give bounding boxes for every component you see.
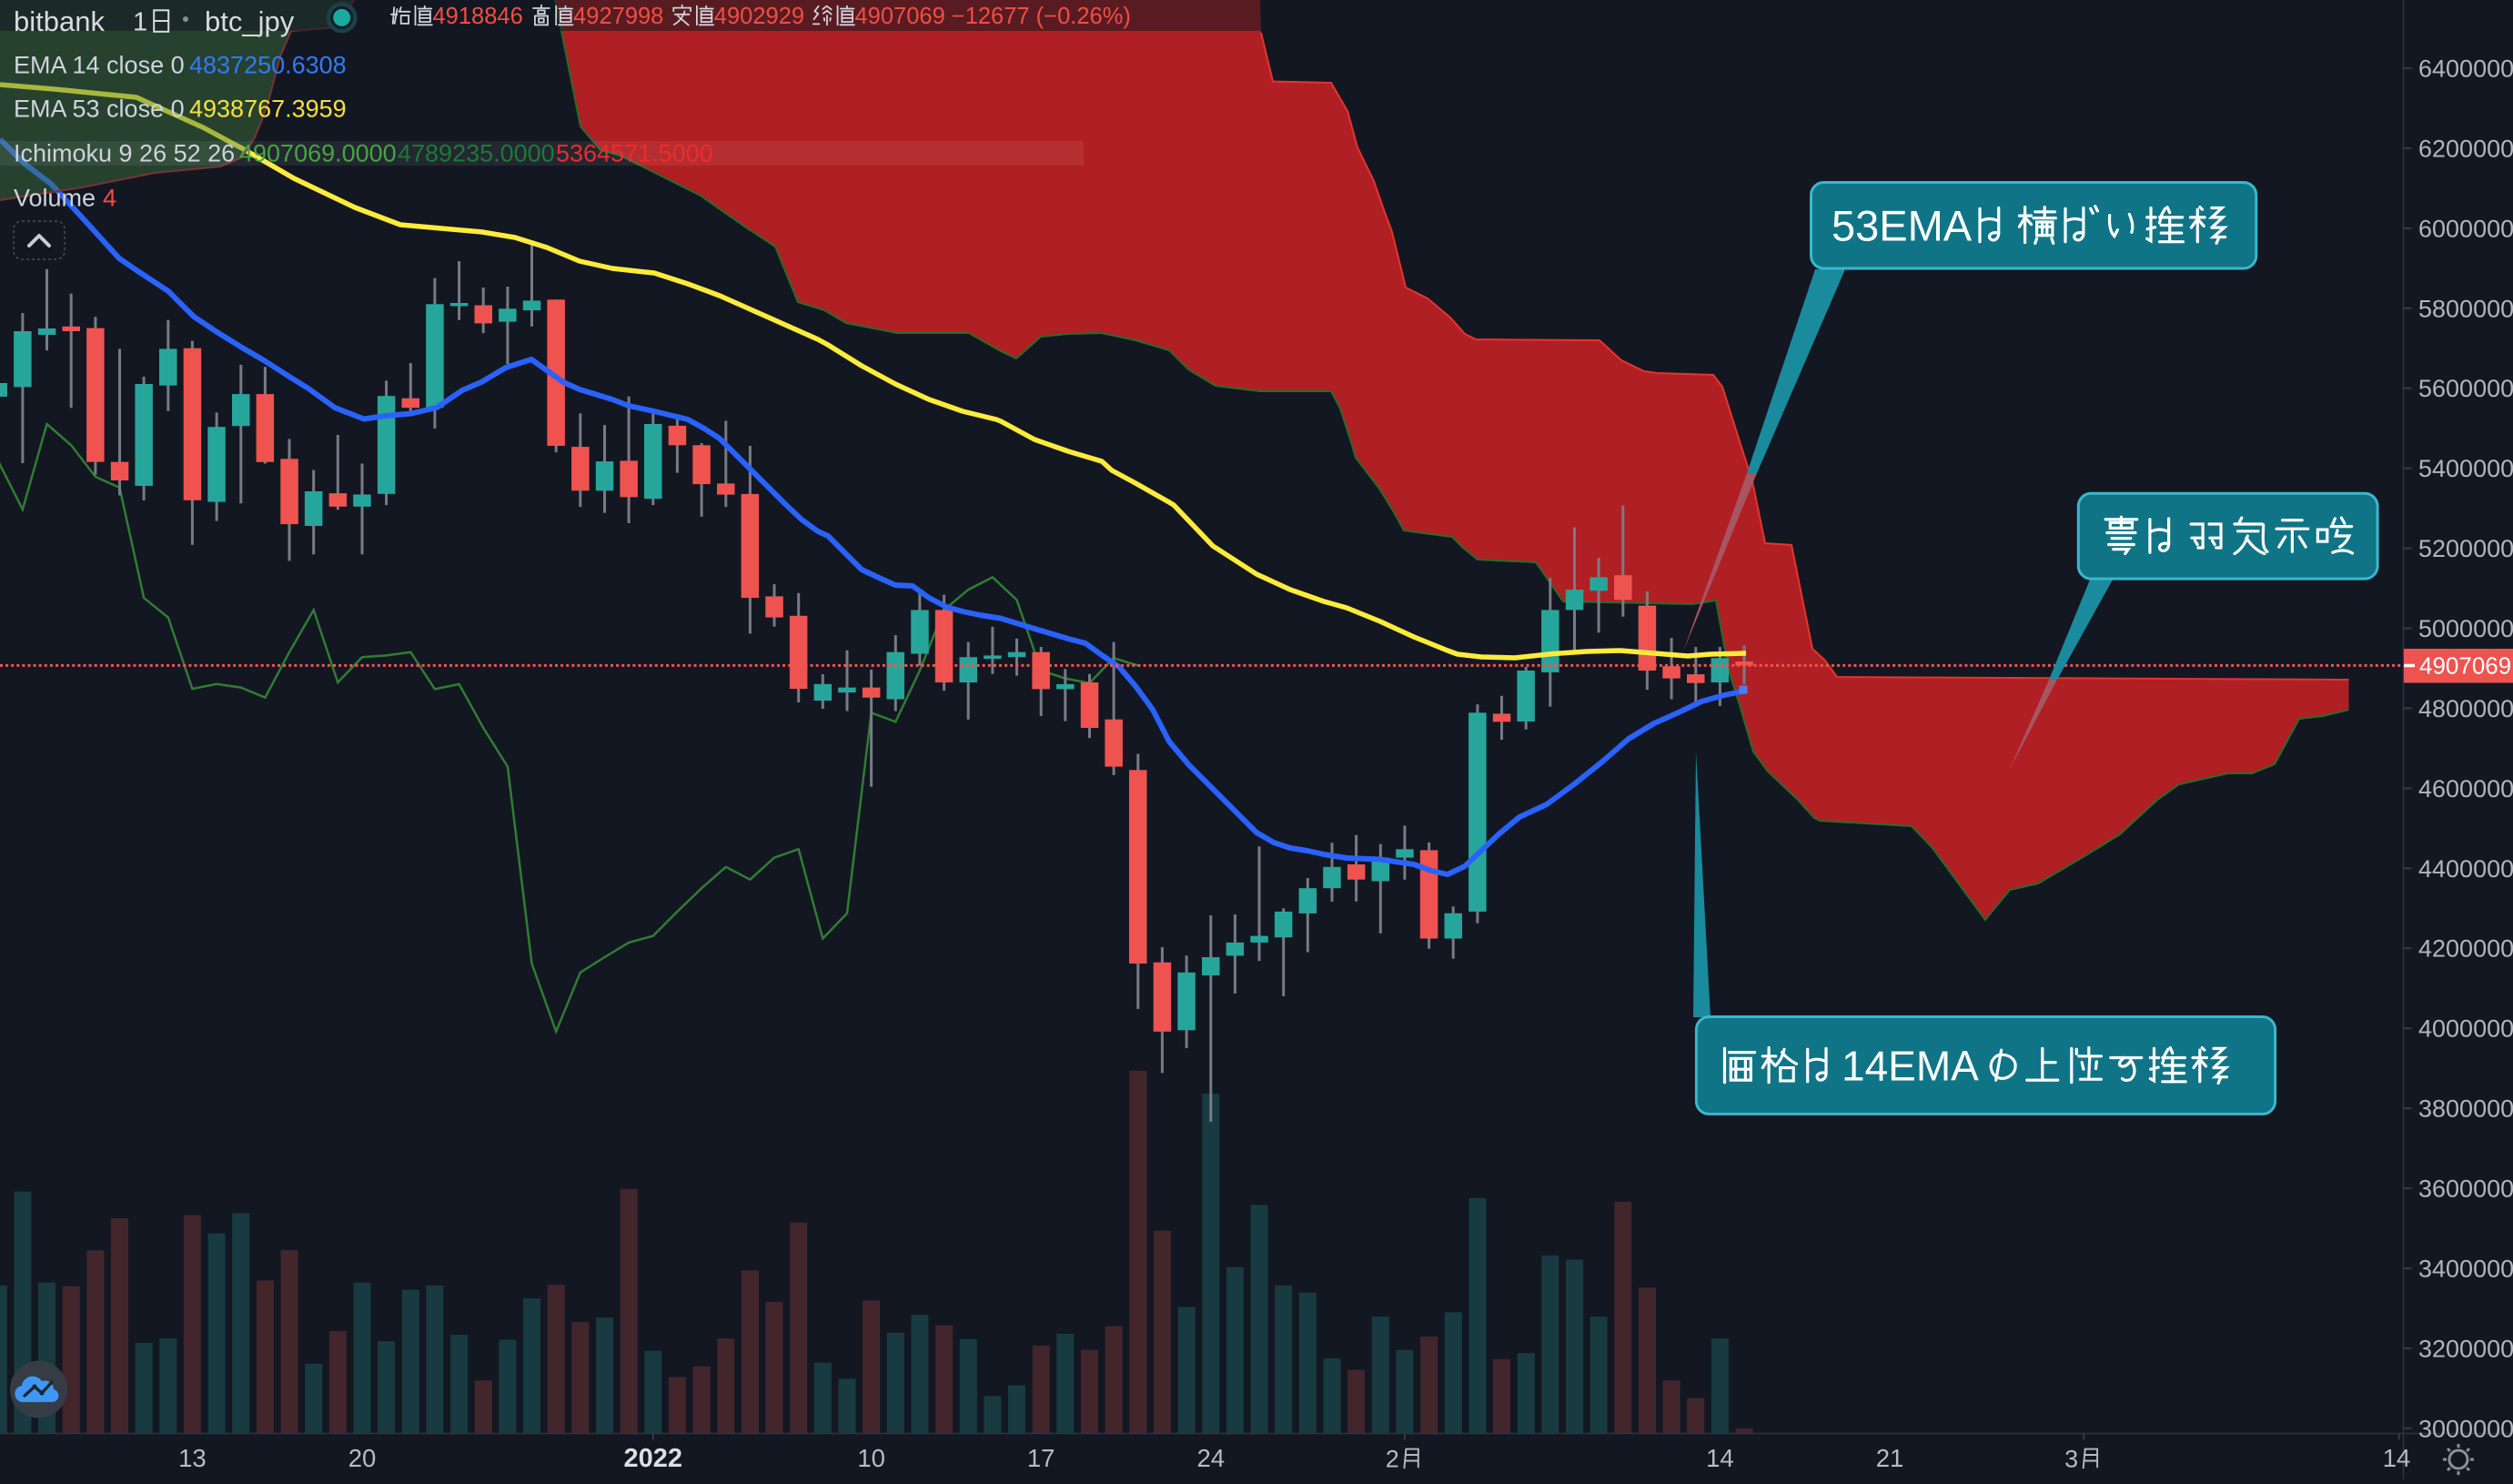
svg-text:btc_jpy: btc_jpy <box>205 5 295 37</box>
svg-text:21: 21 <box>1876 1444 1904 1472</box>
svg-text:24: 24 <box>1197 1444 1226 1472</box>
svg-text:4: 4 <box>103 185 116 212</box>
svg-text:17: 17 <box>1027 1444 1055 1472</box>
svg-text:20: 20 <box>348 1444 377 1472</box>
svg-text:4000000: 4000000 <box>2418 1015 2513 1043</box>
svg-text:10: 10 <box>857 1444 885 1472</box>
svg-text:4800000: 4800000 <box>2418 695 2513 722</box>
svg-text:Volume: Volume <box>14 185 96 212</box>
svg-text:5000000: 5000000 <box>2418 615 2513 642</box>
svg-text:14: 14 <box>1706 1444 1734 1472</box>
svg-text:4918846: 4918846 <box>433 4 523 29</box>
svg-text:EMA 53 close 0: EMA 53 close 0 <box>14 96 185 123</box>
svg-text:3800000: 3800000 <box>2418 1095 2513 1123</box>
svg-text:3000000: 3000000 <box>2418 1415 2513 1442</box>
svg-text:4907069: 4907069 <box>855 4 945 29</box>
svg-text:−12677 (−0.26%): −12677 (−0.26%) <box>952 4 1131 29</box>
svg-text:4907069.0000: 4907069.0000 <box>239 140 397 167</box>
svg-text:3600000: 3600000 <box>2418 1176 2513 1203</box>
svg-text:14EMA: 14EMA <box>1842 1043 1979 1090</box>
svg-text:3: 3 <box>2064 1446 2078 1473</box>
svg-text:2022: 2022 <box>624 1444 683 1473</box>
svg-text:3200000: 3200000 <box>2418 1335 2513 1362</box>
svg-text:Ichimoku 9 26 52 26: Ichimoku 9 26 52 26 <box>14 140 235 167</box>
svg-text:4902929: 4902929 <box>714 4 804 29</box>
svg-text:4400000: 4400000 <box>2418 855 2513 883</box>
svg-text:13: 13 <box>178 1444 207 1472</box>
svg-text:EMA 14 close 0: EMA 14 close 0 <box>14 52 185 79</box>
svg-text:5400000: 5400000 <box>2418 455 2513 482</box>
svg-text:5364571.5000: 5364571.5000 <box>556 140 713 167</box>
svg-text:4927998: 4927998 <box>573 4 663 29</box>
svg-text:4938767.3959: 4938767.3959 <box>189 96 347 123</box>
svg-text:1: 1 <box>133 7 147 36</box>
svg-text:4789235.0000: 4789235.0000 <box>398 140 555 167</box>
svg-text:5800000: 5800000 <box>2418 295 2513 322</box>
svg-text:5600000: 5600000 <box>2418 375 2513 402</box>
svg-text:4600000: 4600000 <box>2418 775 2513 803</box>
svg-text:53EMA: 53EMA <box>1832 201 1973 249</box>
svg-text:5200000: 5200000 <box>2418 535 2513 562</box>
svg-text:14: 14 <box>2383 1444 2411 1472</box>
svg-text:4200000: 4200000 <box>2418 935 2513 963</box>
svg-text:4837250.6308: 4837250.6308 <box>189 52 347 79</box>
svg-text:2: 2 <box>1386 1446 1399 1473</box>
svg-text:4907069: 4907069 <box>2419 652 2511 680</box>
svg-text:3400000: 3400000 <box>2418 1256 2513 1283</box>
svg-text:6000000: 6000000 <box>2418 215 2513 242</box>
svg-text:bitbank: bitbank <box>14 5 105 37</box>
svg-text:6400000: 6400000 <box>2418 56 2513 83</box>
svg-text:6200000: 6200000 <box>2418 135 2513 162</box>
